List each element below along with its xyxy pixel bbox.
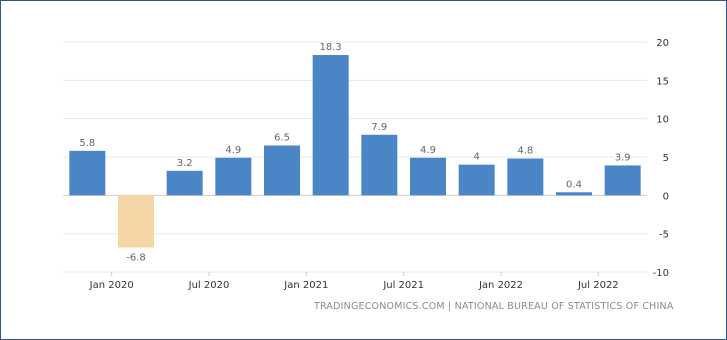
x-tick-label: Jul 2021 bbox=[382, 280, 424, 291]
bar-q4-2021 bbox=[458, 164, 495, 196]
value-label: 4.8 bbox=[517, 146, 533, 157]
value-label: 4.9 bbox=[225, 145, 241, 156]
bars bbox=[69, 55, 641, 248]
y-axis-ticks: 20 15 10 5 0 -5 -10 bbox=[653, 38, 669, 279]
value-label: 3.9 bbox=[615, 152, 631, 163]
bar-q3-2021 bbox=[410, 157, 446, 196]
y-tick-label: -5 bbox=[659, 230, 669, 241]
x-tick-label: Jan 2020 bbox=[89, 280, 134, 291]
x-tick-label: Jul 2020 bbox=[188, 280, 230, 291]
value-label: -6.8 bbox=[126, 252, 146, 263]
value-label: 0.4 bbox=[566, 179, 582, 190]
source-attribution: TRADINGECONOMICS.COM | NATIONAL BUREAU O… bbox=[314, 301, 674, 312]
y-tick-label: -10 bbox=[653, 268, 669, 279]
x-tick-label: Jul 2022 bbox=[577, 280, 619, 291]
bar-q2-2020 bbox=[166, 170, 203, 196]
y-tick-label: 10 bbox=[656, 115, 669, 126]
bar-q3-2022 bbox=[604, 165, 641, 196]
bar-q2-2021 bbox=[361, 134, 398, 196]
value-labels: 5.8 -6.8 3.2 4.9 6.5 18.3 7.9 4.9 4 4.8 0.4 3.9 bbox=[79, 42, 630, 263]
x-tick-label: Jan 2021 bbox=[283, 280, 328, 291]
bar-q1-2021 bbox=[312, 55, 349, 196]
value-label: 18.3 bbox=[320, 42, 342, 53]
bar-q1-2020 bbox=[118, 195, 154, 248]
bar-q4-2020 bbox=[264, 145, 300, 196]
value-label: 6.5 bbox=[274, 133, 290, 144]
x-axis-ticks: Jan 2020 Jul 2020 Jan 2021 Jul 2021 Jan 2022… bbox=[89, 272, 619, 291]
bar-q4-2019 bbox=[69, 150, 106, 196]
x-tick-label: Jan 2022 bbox=[478, 280, 523, 291]
y-tick-label: 5 bbox=[663, 153, 669, 164]
gridlines bbox=[63, 41, 647, 273]
bar-q2-2022 bbox=[556, 192, 592, 196]
bar-q3-2020 bbox=[215, 157, 252, 196]
bar-q1-2022 bbox=[507, 158, 544, 196]
value-label: 4 bbox=[473, 152, 479, 163]
value-label: 4.9 bbox=[420, 145, 436, 156]
y-tick-label: 0 bbox=[663, 191, 669, 202]
value-label: 5.8 bbox=[79, 138, 95, 149]
value-label: 3.2 bbox=[177, 158, 193, 169]
y-tick-label: 15 bbox=[656, 76, 669, 87]
value-label: 7.9 bbox=[371, 122, 387, 133]
y-tick-label: 20 bbox=[656, 38, 669, 49]
